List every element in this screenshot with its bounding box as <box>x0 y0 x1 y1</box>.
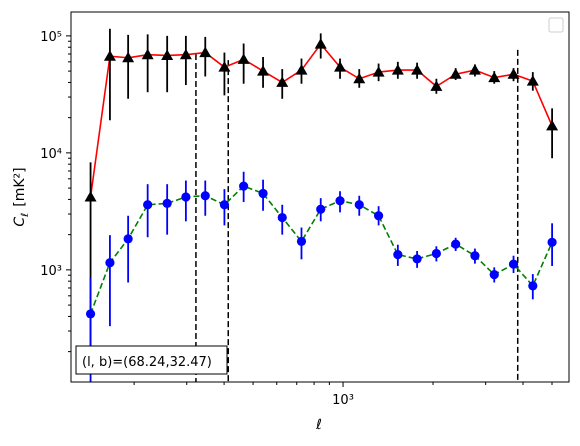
series-1-point-10 <box>277 212 287 223</box>
series-0-point-0 <box>84 190 97 202</box>
series-1-point-15 <box>374 211 384 221</box>
series-1-point-23 <box>528 281 538 291</box>
series-1-point-1 <box>105 258 115 268</box>
series-0-point-9 <box>257 65 270 76</box>
svg-text:Cℓ[mK²]: Cℓ [mK²] <box>12 167 31 226</box>
series-0-point-4 <box>161 49 174 60</box>
vlines-layer <box>195 49 519 382</box>
series-0-point-21 <box>488 71 501 83</box>
series-0-point-23 <box>526 75 539 86</box>
plot-frame <box>70 11 570 383</box>
series-1-point-17 <box>412 254 422 264</box>
series-1-point-8 <box>239 181 249 191</box>
y-axis-label-sub: ℓ <box>20 213 31 217</box>
y-axis-label-main: C <box>12 217 28 227</box>
series-0-point-11 <box>295 64 308 75</box>
series-1-point-19 <box>451 239 461 249</box>
series-0-point-8 <box>237 53 250 64</box>
series-1-point-16 <box>393 250 403 260</box>
series-1-point-9 <box>258 188 268 199</box>
series-0-point-3 <box>141 48 154 60</box>
series-0-point-1 <box>103 50 116 61</box>
series-0-point-24 <box>546 119 559 131</box>
y-tick-label-0: 10³ <box>40 264 62 279</box>
x-axis-label: ℓ <box>315 417 322 433</box>
ticks-layer: 10³ 10⁴ 10⁵ 10³ <box>40 30 553 408</box>
series-1-point-6 <box>200 191 210 201</box>
series-1-point-21 <box>489 270 499 280</box>
series-layer <box>84 28 559 382</box>
legend-box <box>548 17 564 33</box>
series-1-point-18 <box>431 248 441 259</box>
series-0 <box>84 28 559 352</box>
series-1-point-5 <box>181 192 191 202</box>
plot-area <box>71 12 569 382</box>
series-1-point-4 <box>162 198 172 208</box>
series-0-point-20 <box>468 64 481 75</box>
series-0-point-7 <box>218 61 231 72</box>
series-0-point-5 <box>179 48 192 60</box>
series-1-point-2 <box>123 234 133 244</box>
series-0-point-16 <box>391 64 404 75</box>
series-0-point-22 <box>507 68 520 79</box>
series-1-point-11 <box>296 236 307 247</box>
series-0-point-10 <box>276 76 289 87</box>
y-tick-label-1: 10⁴ <box>40 147 62 162</box>
annotation-text: (l, b)=(68.24,32.47) <box>82 355 212 370</box>
series-0-point-12 <box>314 38 327 49</box>
series-0-point-17 <box>411 64 424 75</box>
series-1-point-3 <box>143 200 153 210</box>
series-0-point-15 <box>372 66 385 77</box>
x-tick-label-0: 10³ <box>332 393 354 408</box>
y-axis-label: Cℓ [mK²] <box>12 167 31 226</box>
series-1-point-24 <box>547 237 557 247</box>
series-0-point-6 <box>199 46 212 58</box>
y-axis-label-unit: [mK²] <box>12 167 28 206</box>
series-0-point-14 <box>353 72 366 84</box>
series-1-point-12 <box>316 204 326 214</box>
series-1-point-7 <box>219 200 230 210</box>
series-1-point-13 <box>335 196 345 206</box>
series-1-point-0 <box>85 309 96 319</box>
series-0-point-13 <box>334 61 347 72</box>
series-1-point-14 <box>354 200 364 210</box>
series-0-point-19 <box>449 68 462 79</box>
annotation-box: (l, b)=(68.24,32.47) <box>75 345 228 375</box>
series-1-point-22 <box>508 259 519 269</box>
series-0-point-18 <box>430 80 443 91</box>
series-1 <box>85 171 557 382</box>
series-0-point-2 <box>122 51 135 63</box>
y-tick-label-2: 10⁵ <box>40 30 62 45</box>
series-1-point-20 <box>470 251 480 261</box>
